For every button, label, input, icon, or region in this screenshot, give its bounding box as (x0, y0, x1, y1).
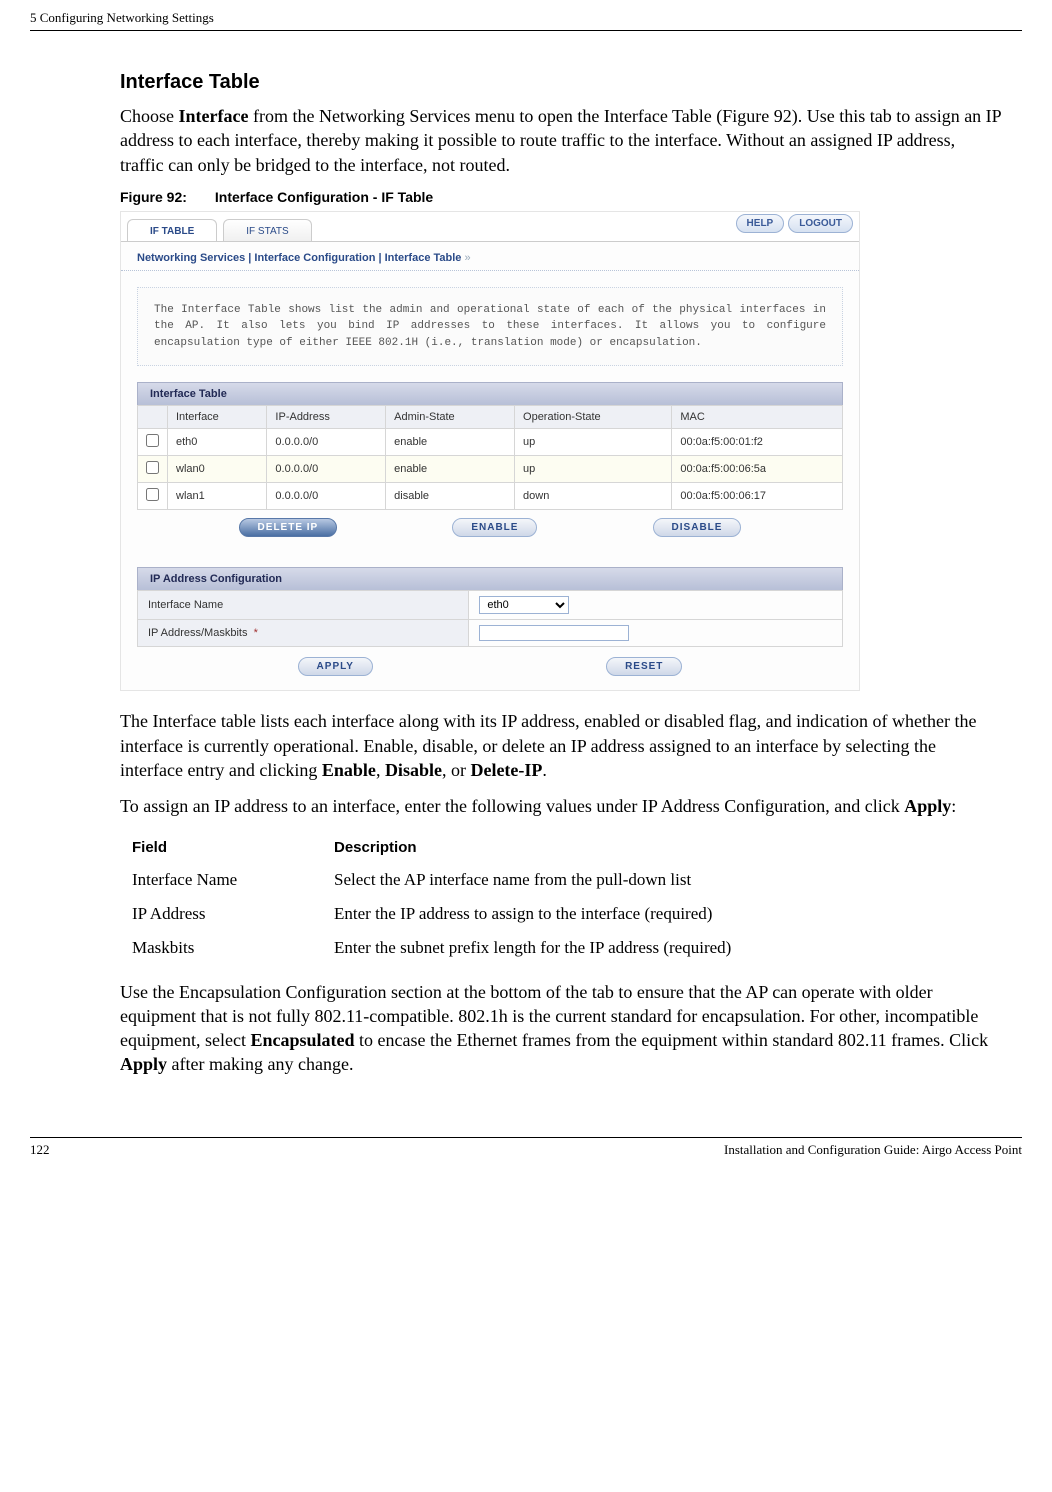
section-title: Interface Table (120, 71, 1002, 94)
head-field: Field (122, 833, 322, 862)
footer-right: Installation and Configuration Guide: Ai… (724, 1142, 1022, 1158)
figure-caption: Figure 92: Interface Configuration - IF T… (120, 189, 1002, 205)
help-button[interactable]: HELP (736, 214, 785, 233)
table-row: wlan1 0.0.0.0/0 disable down 00:0a:f5:00… (138, 483, 843, 510)
intro-box: The Interface Table shows list the admin… (137, 287, 843, 367)
cell-op: down (515, 483, 672, 510)
desc-text: Enter the subnet prefix length for the I… (324, 932, 1000, 964)
required-asterisk-icon: * (254, 627, 258, 639)
logout-button[interactable]: LOGOUT (788, 214, 853, 233)
field-description-table: Field Description Interface Name Select … (120, 831, 1002, 966)
table-buttons: DELETE IP ENABLE DISABLE (181, 518, 799, 537)
screenshot: IF TABLE IF STATS HELP LOGOUT Networking… (120, 211, 860, 692)
breadcrumb: Networking Services | Interface Configur… (121, 242, 859, 271)
final-paragraph: Use the Encapsulation Configuration sect… (120, 980, 1002, 1077)
desc-row: Maskbits Enter the subnet prefix length … (122, 932, 1000, 964)
cell-ip: 0.0.0.0/0 (267, 456, 386, 483)
breadcrumb-arrows-icon: » (461, 252, 470, 264)
cell-admin: enable (386, 429, 515, 456)
table-header-row: Interface IP-Address Admin-State Operati… (138, 406, 843, 429)
interface-table: Interface IP-Address Admin-State Operati… (137, 405, 843, 510)
ip-maskbits-input[interactable] (479, 625, 629, 641)
ifname-label: Interface Name (138, 591, 469, 620)
cell-admin: enable (386, 456, 515, 483)
ipmask-label: IP Address/Maskbits * (138, 620, 469, 647)
tab-if-stats[interactable]: IF STATS (223, 219, 311, 241)
form-buttons: APPLY RESET (181, 657, 799, 676)
desc-field: Maskbits (122, 932, 322, 964)
cell-admin: disable (386, 483, 515, 510)
row-checkbox[interactable] (146, 461, 159, 474)
cell-ip: 0.0.0.0/0 (267, 429, 386, 456)
breadcrumb-text: Networking Services | Interface Configur… (137, 252, 461, 264)
delete-ip-button[interactable]: DELETE IP (239, 518, 338, 537)
row-checkbox[interactable] (146, 434, 159, 447)
cell-op: up (515, 429, 672, 456)
ipmask-label-text: IP Address/Maskbits (148, 627, 247, 639)
cell-op: up (515, 456, 672, 483)
ip-config-form: Interface Name eth0 IP Address/Maskbits … (137, 590, 843, 647)
footer-left: 122 (30, 1142, 50, 1158)
col-interface: Interface (168, 406, 267, 429)
cell-mac: 00:0a:f5:00:06:5a (672, 456, 843, 483)
content-area: Interface Table Choose Interface from th… (30, 71, 1022, 1077)
after-para-1: The Interface table lists each interface… (120, 709, 1002, 782)
header-buttons: HELP LOGOUT (736, 214, 853, 233)
page-header: 5 Configuring Networking Settings (30, 10, 1022, 31)
cell-ip: 0.0.0.0/0 (267, 483, 386, 510)
cell-interface: wlan1 (168, 483, 267, 510)
cell-interface: wlan0 (168, 456, 267, 483)
col-mac: MAC (672, 406, 843, 429)
ipmask-cell (469, 620, 843, 647)
intro-paragraph: Choose Interface from the Networking Ser… (120, 104, 1002, 177)
after-para-2: To assign an IP address to an interface,… (120, 794, 1002, 818)
interface-table-panel-title: Interface Table (137, 382, 843, 405)
desc-field: Interface Name (122, 864, 322, 896)
col-check (138, 406, 168, 429)
cell-mac: 00:0a:f5:00:01:f2 (672, 429, 843, 456)
desc-row: IP Address Enter the IP address to assig… (122, 898, 1000, 930)
interface-name-select[interactable]: eth0 (479, 596, 569, 614)
cell-mac: 00:0a:f5:00:06:17 (672, 483, 843, 510)
figure-number: Figure 92: (120, 189, 187, 205)
header-left: 5 Configuring Networking Settings (30, 10, 214, 26)
desc-text: Select the AP interface name from the pu… (324, 864, 1000, 896)
col-ip: IP-Address (267, 406, 386, 429)
col-admin: Admin-State (386, 406, 515, 429)
head-desc: Description (324, 833, 1000, 862)
row-checkbox[interactable] (146, 488, 159, 501)
page-footer: 122 Installation and Configuration Guide… (30, 1137, 1022, 1158)
table-row: wlan0 0.0.0.0/0 enable up 00:0a:f5:00:06… (138, 456, 843, 483)
reset-button[interactable]: RESET (606, 657, 682, 676)
desc-row: Interface Name Select the AP interface n… (122, 864, 1000, 896)
apply-button[interactable]: APPLY (298, 657, 373, 676)
ip-config-panel-title: IP Address Configuration (137, 567, 843, 590)
figure-title: Interface Configuration - IF Table (215, 189, 433, 205)
ifname-cell: eth0 (469, 591, 843, 620)
tab-row: IF TABLE IF STATS HELP LOGOUT (121, 212, 859, 242)
col-operation: Operation-State (515, 406, 672, 429)
tab-if-table[interactable]: IF TABLE (127, 219, 217, 241)
desc-field: IP Address (122, 898, 322, 930)
enable-button[interactable]: ENABLE (452, 518, 537, 537)
desc-text: Enter the IP address to assign to the in… (324, 898, 1000, 930)
table-row: eth0 0.0.0.0/0 enable up 00:0a:f5:00:01:… (138, 429, 843, 456)
cell-interface: eth0 (168, 429, 267, 456)
disable-button[interactable]: DISABLE (653, 518, 742, 537)
